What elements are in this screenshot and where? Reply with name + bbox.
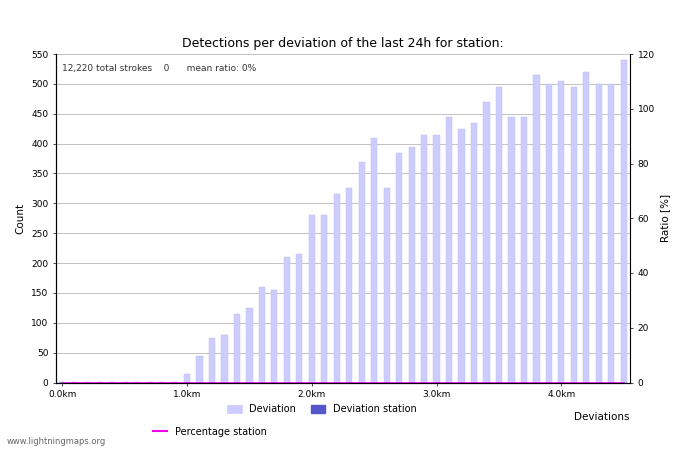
Bar — [358, 162, 365, 382]
Title: Detections per deviation of the last 24h for station:: Detections per deviation of the last 24h… — [182, 37, 504, 50]
Bar — [471, 123, 477, 382]
Bar — [496, 87, 502, 383]
Text: www.lightningmaps.org: www.lightningmaps.org — [7, 436, 106, 446]
Bar — [558, 81, 564, 382]
Bar — [621, 60, 627, 382]
Bar — [521, 117, 527, 382]
Bar — [384, 189, 390, 382]
Bar — [409, 147, 414, 382]
Bar — [570, 87, 577, 383]
Bar — [421, 135, 427, 382]
Bar — [234, 314, 240, 382]
Bar — [596, 84, 602, 382]
Bar — [533, 75, 540, 382]
Bar — [221, 335, 228, 382]
Bar — [296, 254, 302, 382]
Y-axis label: Ratio [%]: Ratio [%] — [660, 194, 671, 242]
Bar — [259, 287, 265, 382]
Bar — [546, 84, 552, 382]
Bar — [321, 215, 328, 382]
Bar — [583, 72, 589, 382]
Bar — [246, 308, 253, 382]
Text: 12,220 total strokes    0      mean ratio: 0%: 12,220 total strokes 0 mean ratio: 0% — [62, 64, 256, 73]
Bar — [197, 356, 202, 382]
Bar — [271, 290, 277, 382]
Bar — [184, 374, 190, 382]
Bar — [284, 257, 290, 382]
Bar — [346, 189, 352, 382]
Bar — [309, 215, 315, 382]
Y-axis label: Count: Count — [15, 202, 26, 234]
Bar — [209, 338, 215, 382]
Text: Deviations: Deviations — [575, 412, 630, 422]
Bar — [334, 194, 340, 382]
Bar — [433, 135, 440, 382]
Bar — [484, 102, 489, 382]
Bar — [608, 84, 615, 382]
Bar — [446, 117, 452, 382]
Legend: Deviation, Deviation station: Deviation, Deviation station — [223, 400, 421, 418]
Bar — [458, 129, 465, 382]
Bar — [396, 153, 402, 382]
Bar — [508, 117, 514, 382]
Bar — [371, 138, 377, 382]
Legend: Percentage station: Percentage station — [149, 423, 271, 441]
